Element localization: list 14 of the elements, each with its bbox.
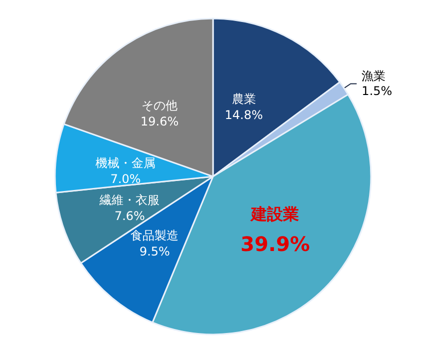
slice-label: 繊維・衣服 — [98, 192, 160, 207]
data-label: 9.5% — [139, 244, 170, 259]
data-label: 39.9% — [240, 232, 310, 256]
slice-label: 農業 — [232, 92, 256, 106]
slice-label: 建設業 — [249, 204, 300, 224]
data-label: 14.8% — [224, 108, 263, 122]
slice-label: その他 — [142, 98, 178, 113]
data-label: 7.0% — [110, 172, 141, 186]
slice-label: 漁業 — [362, 69, 386, 84]
slice-label: 機械・金属 — [96, 156, 156, 170]
slice-label: 食品製造 — [130, 228, 179, 243]
data-label: 1.5% — [362, 84, 392, 98]
data-label: 7.6% — [114, 208, 145, 223]
data-label: 19.6% — [140, 114, 179, 129]
